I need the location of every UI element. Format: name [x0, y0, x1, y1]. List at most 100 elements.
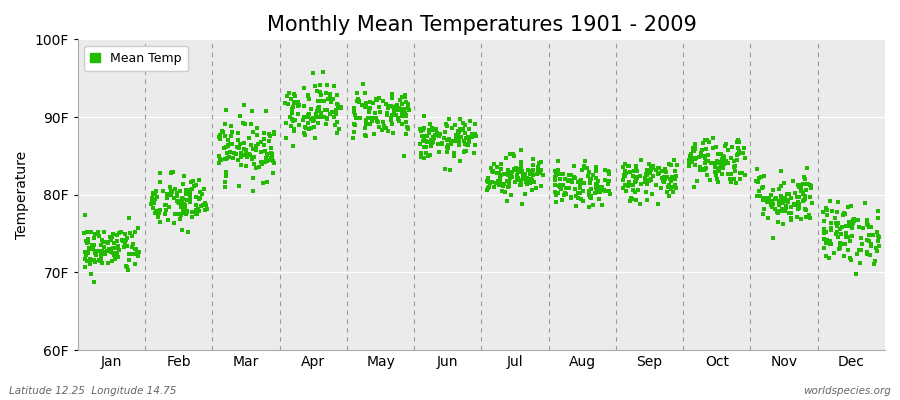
Point [414, 154, 428, 160]
Point [637, 179, 652, 185]
Point [384, 112, 399, 118]
Point [101, 240, 115, 247]
Point [394, 107, 409, 113]
Point [453, 157, 467, 164]
Point [534, 159, 548, 165]
Point [574, 166, 589, 173]
Point [400, 105, 415, 111]
Point [659, 169, 673, 175]
Point [178, 203, 193, 210]
Point [309, 114, 323, 120]
Point [721, 146, 735, 153]
Point [426, 139, 440, 146]
Point [107, 252, 122, 258]
Point [502, 183, 517, 190]
Point [870, 232, 885, 239]
Point [547, 182, 562, 188]
Point [451, 132, 465, 138]
Point [565, 177, 580, 183]
Point [750, 192, 764, 199]
Point [733, 169, 747, 176]
Point [311, 108, 326, 114]
Point [725, 144, 740, 150]
Point [198, 206, 212, 213]
Point [317, 98, 331, 104]
Point [240, 150, 255, 157]
Point [349, 114, 364, 121]
Point [849, 271, 863, 277]
Point [292, 122, 306, 128]
Point [528, 185, 543, 192]
Point [655, 178, 670, 184]
Point [132, 248, 147, 255]
Point [390, 104, 404, 110]
Point [450, 134, 464, 140]
Point [464, 130, 479, 137]
Point [583, 194, 598, 200]
Point [362, 106, 376, 112]
Point [655, 168, 670, 174]
Point [82, 245, 96, 251]
Point [398, 94, 412, 100]
Point [330, 92, 345, 98]
Point [399, 119, 413, 125]
Point [731, 151, 745, 158]
Point [99, 248, 113, 254]
Point [320, 82, 334, 88]
Point [159, 202, 174, 208]
Point [286, 118, 301, 124]
Point [835, 240, 850, 247]
Point [420, 139, 435, 146]
Point [699, 172, 714, 178]
Point [860, 222, 875, 229]
Point [698, 159, 713, 166]
Point [430, 129, 445, 136]
Point [765, 204, 779, 210]
Point [423, 152, 437, 158]
Point [117, 231, 131, 237]
Point [844, 202, 859, 209]
Point [534, 182, 548, 189]
Point [457, 141, 472, 147]
Point [514, 147, 528, 154]
Point [148, 210, 163, 216]
Point [655, 174, 670, 181]
Point [457, 149, 472, 155]
Point [323, 91, 338, 97]
Point [692, 154, 706, 160]
Point [93, 258, 107, 264]
Point [230, 151, 244, 158]
Point [236, 152, 250, 158]
Point [860, 250, 874, 256]
Point [796, 181, 810, 188]
Point [851, 247, 866, 254]
Point [94, 237, 109, 243]
Point [623, 198, 637, 204]
Point [421, 126, 436, 133]
Point [234, 162, 248, 168]
Point [716, 161, 731, 167]
Point [481, 184, 495, 191]
Point [397, 153, 411, 160]
Point [128, 246, 142, 252]
Point [649, 167, 663, 173]
Point [148, 188, 163, 194]
Point [512, 176, 526, 183]
Point [716, 165, 730, 171]
Point [120, 235, 134, 242]
Point [380, 110, 394, 116]
Point [776, 221, 790, 228]
Point [422, 130, 436, 136]
Point [830, 223, 844, 230]
Point [431, 149, 446, 155]
Point [439, 123, 454, 130]
Point [805, 200, 819, 206]
Point [752, 188, 767, 194]
Point [256, 142, 271, 148]
Point [168, 211, 183, 217]
Point [369, 114, 383, 121]
Point [495, 188, 509, 195]
Point [462, 126, 476, 132]
Point [824, 241, 839, 247]
Point [510, 169, 525, 176]
